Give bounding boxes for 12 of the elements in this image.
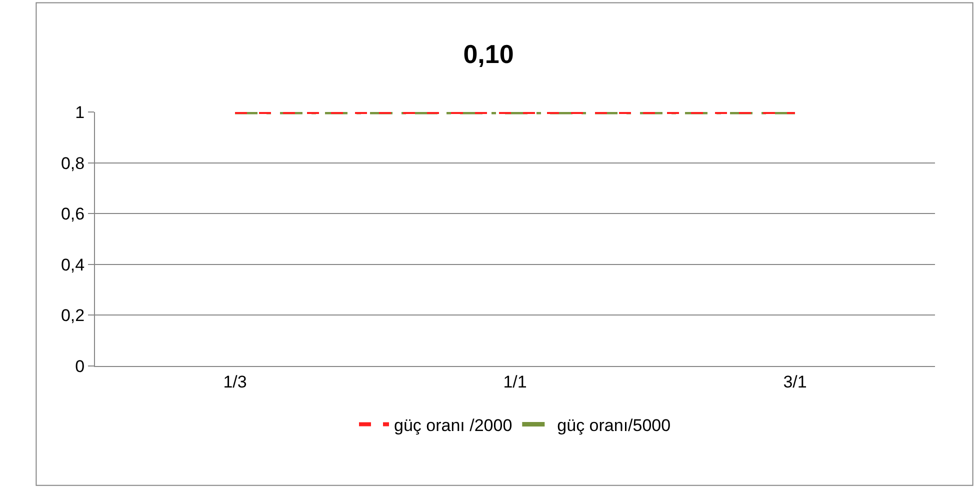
- y-tick-label: 0: [75, 356, 85, 376]
- x-tick-label: 3/1: [783, 372, 807, 392]
- y-tick-label: 0,6: [60, 204, 85, 224]
- y-tick-label: 0,8: [60, 154, 85, 173]
- legend-label: güç oranı/5000: [557, 416, 671, 435]
- chart-title: 0,10: [463, 39, 514, 70]
- x-tick-label: 1/3: [223, 372, 247, 392]
- y-tick-label: 1: [75, 102, 85, 122]
- x-tick-label: 1/1: [503, 372, 527, 392]
- legend-label: güç oranı /2000: [394, 416, 512, 435]
- y-tick-label: 0,2: [60, 306, 85, 326]
- y-tick-label: 0,4: [60, 255, 85, 274]
